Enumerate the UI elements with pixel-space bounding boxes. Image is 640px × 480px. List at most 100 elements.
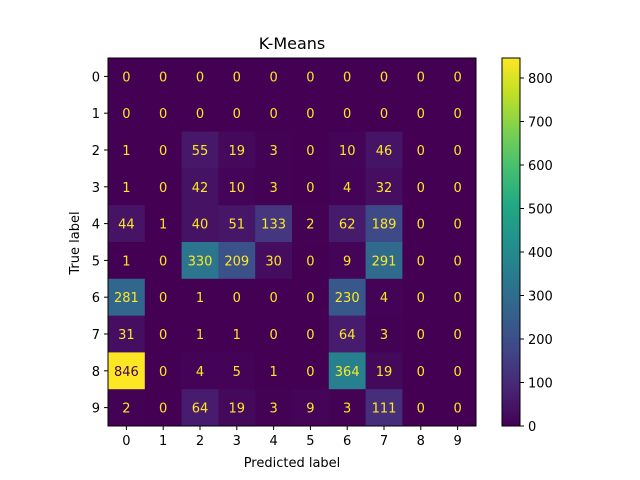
heatmap-cell [439, 315, 477, 353]
heatmap-cell [402, 205, 440, 243]
x-tick-label: 7 [380, 434, 388, 449]
heatmap-cell [108, 168, 146, 206]
heatmap-cell [144, 58, 183, 96]
heatmap-cell [292, 58, 330, 96]
heatmap-cell [365, 278, 403, 317]
heatmap-cell [328, 352, 367, 390]
heatmap-cell [218, 131, 256, 169]
x-tick-label: 1 [159, 434, 167, 449]
heatmap-cell [144, 389, 183, 427]
heatmap-cell [402, 389, 440, 427]
cell-value-label: 0 [417, 70, 425, 85]
heatmap-cell [181, 352, 219, 390]
heatmap-cell [255, 315, 293, 353]
y-tick-label: 4 [92, 218, 100, 233]
cell-value-label: 0 [417, 402, 425, 417]
cell-value-label: 0 [306, 70, 314, 85]
cell-value-label: 10 [339, 144, 356, 159]
heatmap-cell [181, 58, 219, 96]
heatmap-cell [365, 315, 403, 353]
cell-value-label: 19 [229, 144, 246, 159]
cell-value-label: 0 [306, 328, 314, 343]
cell-value-label: 32 [376, 181, 393, 196]
cell-value-label: 0 [159, 402, 167, 417]
y-tick-label: 1 [92, 107, 100, 122]
cell-value-label: 0 [233, 70, 241, 85]
heatmap-cell [439, 389, 477, 427]
cell-value-label: 0 [453, 254, 461, 269]
cell-value-label: 64 [192, 402, 209, 417]
colorbar [501, 57, 521, 427]
y-tick-label: 0 [92, 70, 100, 85]
colorbar-tick-label: 600 [528, 159, 553, 174]
heatmap-cell [328, 315, 367, 353]
heatmap-cell [365, 389, 403, 427]
heatmap-cell [108, 242, 146, 280]
heatmap-cell [181, 131, 219, 169]
colorbar-tick-label: 400 [528, 246, 553, 261]
cell-value-label: 0 [159, 328, 167, 343]
heatmap-cell [292, 389, 330, 427]
heatmap-cell [402, 352, 440, 390]
cell-value-label: 0 [159, 291, 167, 306]
y-tick-label: 7 [92, 328, 100, 343]
x-tick-label: 5 [306, 434, 314, 449]
heatmap-cell [218, 94, 256, 133]
heatmap-cell [181, 315, 219, 353]
heatmap-cells [108, 58, 477, 427]
x-tick-label: 9 [453, 434, 461, 449]
cell-value-label: 1 [122, 254, 130, 269]
cell-value-label: 31 [118, 328, 135, 343]
heatmap-cell [402, 278, 440, 317]
cell-value-label: 46 [376, 144, 393, 159]
cell-value-label: 291 [372, 254, 397, 269]
cell-value-label: 0 [343, 70, 351, 85]
colorbar-tick-label: 800 [528, 72, 553, 87]
cell-value-label: 5 [233, 365, 241, 380]
heatmap-cell [218, 168, 256, 206]
heatmap-cell [255, 352, 293, 390]
colorbar-tick-label: 300 [528, 290, 553, 305]
heatmap-cell [402, 242, 440, 280]
cell-value-label: 55 [192, 144, 209, 159]
heatmap-cell [402, 94, 440, 133]
cell-value-label: 1 [196, 291, 204, 306]
y-tick-label: 2 [92, 144, 100, 159]
cell-value-label: 0 [453, 181, 461, 196]
heatmap-cell [439, 205, 477, 243]
heatmap-cell [108, 205, 146, 243]
heatmap-cell [108, 315, 146, 353]
cell-value-label: 51 [229, 218, 246, 233]
heatmap-cell [181, 278, 219, 317]
cell-value-label: 3 [380, 328, 388, 343]
x-axis-ticks: 0 1 2 3 4 5 6 7 8 9 [122, 426, 462, 449]
cell-value-label: 230 [335, 291, 360, 306]
cell-value-label: 0 [417, 291, 425, 306]
y-tick-label: 9 [92, 402, 100, 417]
cell-value-label: 0 [306, 365, 314, 380]
cell-value-label: 0 [306, 291, 314, 306]
cell-value-label: 10 [229, 181, 246, 196]
heatmap-cell [439, 278, 477, 317]
cell-value-label: 19 [229, 402, 246, 417]
heatmap-cell [181, 389, 219, 427]
heatmap-cell [328, 94, 367, 133]
cell-value-label: 0 [453, 107, 461, 122]
plot-frame [107, 57, 477, 427]
heatmap-cell [255, 242, 293, 280]
heatmap-cell [402, 58, 440, 96]
heatmap-cell [218, 58, 256, 96]
heatmap-cell [292, 131, 330, 169]
heatmap-cell [365, 131, 403, 169]
cell-value-label: 0 [159, 181, 167, 196]
cell-value-label: 0 [453, 144, 461, 159]
cell-value-label: 0 [453, 218, 461, 233]
cell-value-label: 30 [265, 254, 282, 269]
cell-value-label: 3 [269, 402, 277, 417]
cell-value-label: 0 [417, 254, 425, 269]
cell-value-label: 0 [269, 328, 277, 343]
heatmap-cell [439, 352, 477, 390]
cell-value-label: 19 [376, 365, 393, 380]
heatmap-cell [181, 205, 219, 243]
cell-value-label: 133 [261, 218, 286, 233]
